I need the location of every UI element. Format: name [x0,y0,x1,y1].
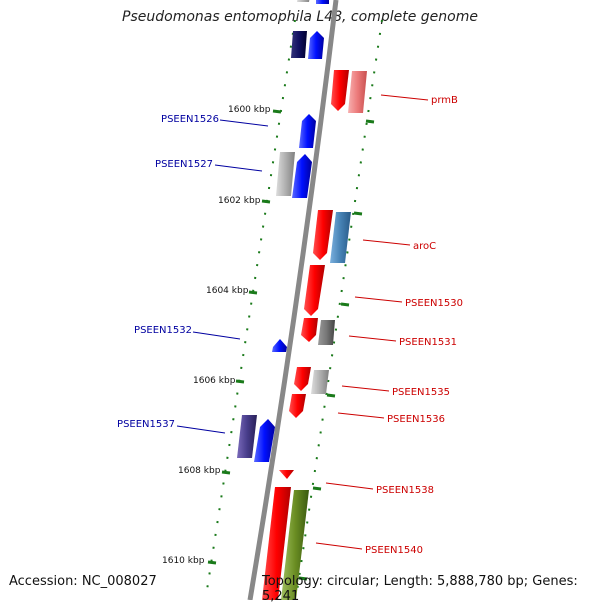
leader-line [380,94,429,101]
gene-label-pseen1538: PSEEN1538 [376,485,434,496]
leader-line [325,482,374,490]
gene-label-pseen1531: PSEEN1531 [399,337,457,348]
gene-arrow [301,318,318,342]
leader-line [362,239,411,246]
gene-arrow [262,487,291,600]
tick-label: 1600 kbp [228,105,271,115]
gene-label-pseen1530: PSEEN1530 [405,298,463,309]
gene-arrow [313,210,333,260]
gene-arrow [348,71,367,113]
leader-line [214,164,263,172]
gene-arrow [289,394,306,418]
tick-mark [235,379,245,384]
tick-mark [221,470,231,475]
genome-backbone [247,0,339,600]
gene-arrow [276,152,295,196]
tick-label: 1604 kbp [206,286,249,296]
tick-mark [326,393,336,398]
tick-mark [248,290,258,295]
tick-mark [353,211,363,216]
leader-line [315,542,363,550]
gene-arrow [330,212,351,263]
map-title: Pseudomonas entomophila L48, complete ge… [122,9,478,25]
gene-arrow [331,70,349,111]
leader-line [337,412,385,419]
leader-line [219,119,269,127]
gene-label-pseen1535: PSEEN1535 [392,387,450,398]
forward-strand-genes [262,70,367,600]
gene-label-pseen1536: PSEEN1536 [387,414,445,425]
tick-mark [340,302,350,307]
gene-arrow [304,265,325,316]
tick-mark [312,486,322,491]
gene-arrow [279,470,294,479]
gene-arrow [291,31,307,58]
gene-label-aroc: aroC [413,241,436,252]
leader-line [341,385,390,392]
gene-arrow [316,0,329,4]
gene-arrow [292,154,312,198]
gene-arrow [294,367,311,391]
gene-label-pseen1532: PSEEN1532 [134,325,192,336]
gene-label-pseen1537: PSEEN1537 [117,419,175,430]
gene-arrow [299,114,316,148]
gene-label-pseen1527: PSEEN1527 [155,159,213,170]
gene-arrow [281,490,309,600]
gene-arrow [254,419,275,462]
tick-marks [207,109,282,565]
gene-arrow [237,415,257,458]
tick-label: 1606 kbp [193,376,236,386]
accession-text: Accession: NC_008027 [9,574,157,589]
gene-label-pseen1526: PSEEN1526 [161,114,219,125]
gene-label-pseen1540: PSEEN1540 [365,545,423,556]
tick-mark [207,560,217,565]
tick-mark [272,109,282,114]
tick-label: 1608 kbp [178,466,221,476]
outer-tick-marks [298,119,375,581]
gene-arrow [308,31,324,59]
tick-mark [365,119,375,124]
gene-arrow [311,370,329,394]
gene-arrow [297,0,310,2]
gene-arrow [272,339,287,352]
leader-line [192,331,241,340]
reverse-strand-genes [237,0,329,462]
leader-line [354,296,403,303]
tick-label: 1610 kbp [162,556,205,566]
leader-line [176,425,226,434]
tick-mark [298,576,308,581]
gene-label-prmb: prmB [431,95,458,106]
gene-arrow [318,320,335,345]
tick-mark [261,199,271,204]
leader-line [348,335,397,342]
tick-label: 1602 kbp [218,196,261,206]
